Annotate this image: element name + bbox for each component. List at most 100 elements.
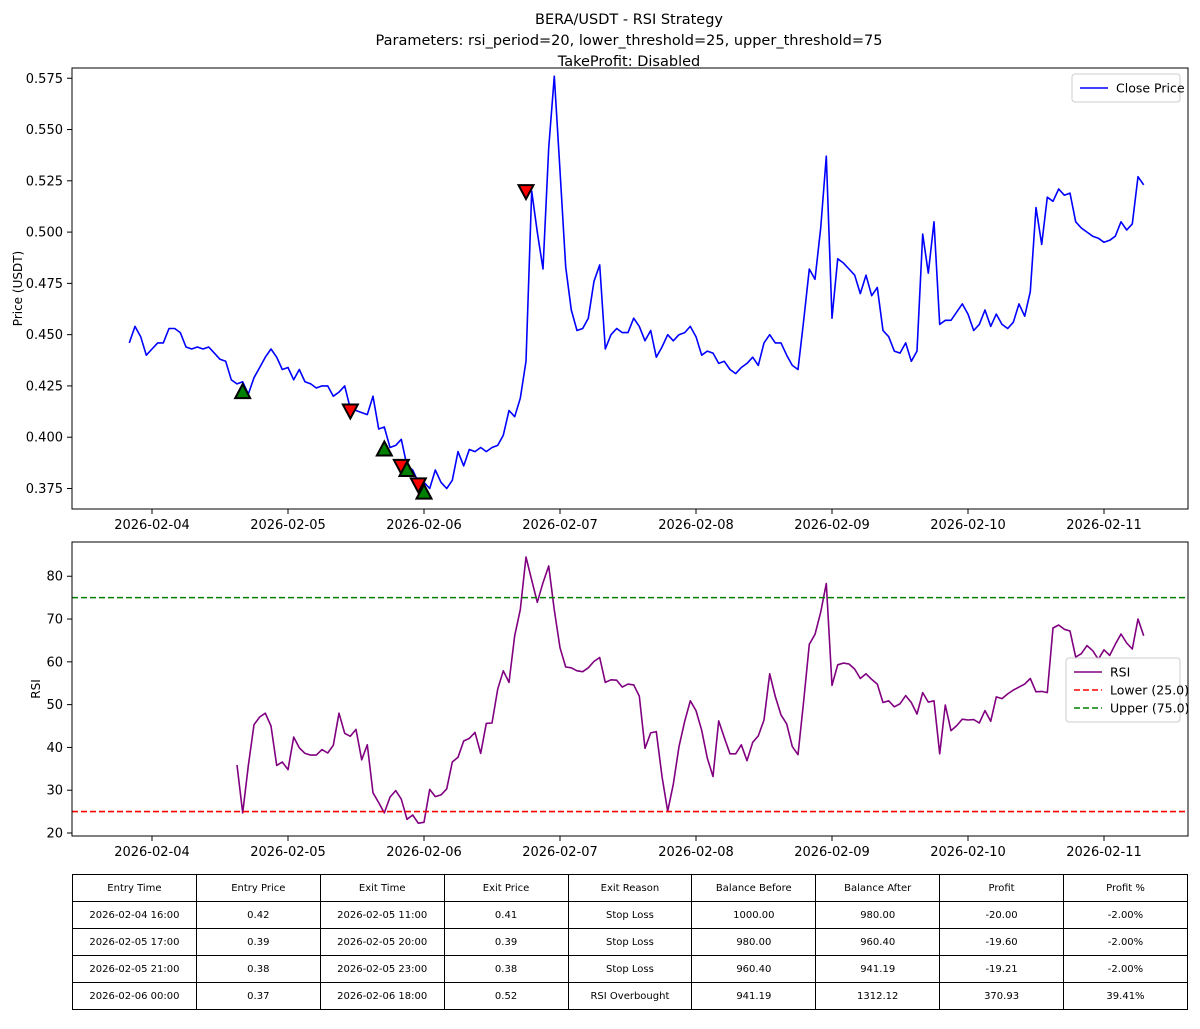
table-cell: 0.52 bbox=[443, 982, 569, 1010]
table-header-cell: Profit % bbox=[1063, 874, 1188, 902]
table-cell: Stop Loss bbox=[567, 901, 693, 929]
table-cell: 941.19 bbox=[691, 982, 817, 1010]
y-tick-label: 40 bbox=[46, 741, 63, 756]
chart-title-block: BERA/USDT - RSI Strategy Parameters: rsi… bbox=[0, 10, 1200, 73]
trades-table-header-row: Entry Time Entry Price Exit Time Exit Price… bbox=[72, 874, 1188, 902]
table-cell: 980.00 bbox=[815, 901, 941, 929]
table-header-cell: Profit bbox=[939, 874, 1064, 902]
legend-label: Upper (75.0) bbox=[1110, 701, 1189, 716]
table-header-cell: Balance After bbox=[815, 874, 941, 902]
y-tick-label: 0.400 bbox=[26, 431, 63, 446]
y-axis-label: Price (USDT) bbox=[11, 251, 25, 326]
chart-title: BERA/USDT - RSI Strategy bbox=[535, 12, 723, 28]
chart-subtitle: Parameters: rsi_period=20, lower_thresho… bbox=[375, 33, 883, 49]
x-tick-label: 2026-02-09 bbox=[794, 845, 870, 860]
table-cell: -20.00 bbox=[939, 901, 1064, 929]
trades-table-body: 2026-02-04 16:00 0.42 2026-02-05 11:00 0.41… bbox=[72, 901, 1188, 1010]
table-cell: 2026-02-05 21:00 bbox=[72, 955, 197, 983]
x-tick-label: 2026-02-08 bbox=[658, 845, 734, 860]
x-tick-label: 2026-02-07 bbox=[522, 845, 598, 860]
x-tick-label: 2026-02-06 bbox=[386, 845, 462, 860]
legend-box bbox=[1071, 73, 1181, 103]
rsi-chart: 2026-02-04 2026-02-05 2026-02-06 2026-02-07… bbox=[29, 541, 1189, 860]
table-cell: 980.00 bbox=[691, 928, 817, 956]
table-cell: 0.39 bbox=[195, 928, 321, 956]
y-tick-label: 0.375 bbox=[26, 482, 63, 497]
buy-marker bbox=[375, 439, 394, 457]
table-header-cell: Exit Reason bbox=[567, 874, 693, 902]
legend-label: Close Price bbox=[1116, 81, 1185, 96]
table-cell: RSI Overbought bbox=[567, 982, 693, 1010]
table-cell: 960.40 bbox=[815, 928, 941, 956]
x-tick-label: 2026-02-07 bbox=[522, 518, 598, 533]
x-tick-label: 2026-02-04 bbox=[114, 845, 190, 860]
y-tick-label: 0.450 bbox=[26, 328, 63, 343]
x-tick-label: 2026-02-10 bbox=[930, 845, 1006, 860]
table-header-cell: Balance Before bbox=[691, 874, 817, 902]
table-cell: Stop Loss bbox=[567, 955, 693, 983]
x-tick-label: 2026-02-11 bbox=[1066, 518, 1142, 533]
y-tick-label: 0.500 bbox=[26, 226, 63, 241]
table-cell: -19.60 bbox=[939, 928, 1064, 956]
series-line bbox=[128, 75, 1145, 490]
y-tick-label: 0.425 bbox=[26, 379, 63, 394]
x-tick-label: 2026-02-04 bbox=[114, 518, 190, 533]
y-tick-label: 60 bbox=[46, 655, 63, 670]
x-tick-label: 2026-02-05 bbox=[250, 845, 326, 860]
plot-frame bbox=[71, 541, 1189, 837]
legend-label: RSI bbox=[1110, 665, 1130, 680]
y-tick-label: 30 bbox=[46, 784, 63, 799]
series-line bbox=[236, 556, 1145, 825]
table-cell: 960.40 bbox=[691, 955, 817, 983]
sell-marker bbox=[341, 403, 360, 421]
legend-label: Lower (25.0) bbox=[1110, 683, 1189, 698]
legend-box bbox=[1065, 657, 1181, 723]
table-row: 2026-02-06 00:00 0.37 2026-02-06 18:00 0.52… bbox=[72, 982, 1188, 1010]
table-cell: 0.41 bbox=[443, 901, 569, 929]
table-cell: 941.19 bbox=[815, 955, 941, 983]
sell-marker bbox=[516, 184, 536, 202]
y-axis-label: RSI bbox=[29, 679, 43, 699]
table-cell: 0.38 bbox=[443, 955, 569, 983]
y-tick-label: 0.475 bbox=[26, 277, 63, 292]
table-header-cell: Entry Time bbox=[72, 874, 197, 902]
table-cell: 370.93 bbox=[939, 982, 1064, 1010]
table-header-cell: Entry Price bbox=[195, 874, 321, 902]
price-chart: 2026-02-04 2026-02-05 2026-02-06 2026-02-07… bbox=[11, 67, 1189, 533]
x-tick-label: 2026-02-09 bbox=[794, 518, 870, 533]
x-tick-label: 2026-02-05 bbox=[250, 518, 326, 533]
buy-marker bbox=[414, 482, 434, 500]
table-header-cell: Exit Time bbox=[319, 874, 445, 902]
chart-subtitle-takeprofit: TakeProfit: Disabled bbox=[557, 54, 701, 70]
x-tick-label: 2026-02-06 bbox=[386, 518, 462, 533]
table-cell: -2.00% bbox=[1063, 955, 1188, 983]
table-cell: 0.39 bbox=[443, 928, 569, 956]
table-cell: 2026-02-05 23:00 bbox=[319, 955, 445, 983]
buy-marker bbox=[233, 381, 252, 400]
table-cell: 2026-02-05 17:00 bbox=[72, 928, 197, 956]
table-row: 2026-02-05 21:00 0.38 2026-02-05 23:00 0.38… bbox=[72, 955, 1188, 983]
buy-marker bbox=[397, 459, 417, 478]
table-cell: Stop Loss bbox=[567, 928, 693, 956]
x-tick-label: 2026-02-10 bbox=[930, 518, 1006, 533]
table-cell: -2.00% bbox=[1063, 901, 1188, 929]
table-cell: 39.41% bbox=[1063, 982, 1188, 1010]
table-cell: 0.37 bbox=[195, 982, 321, 1010]
table-cell: 2026-02-06 18:00 bbox=[319, 982, 445, 1010]
table-cell: 2026-02-04 16:00 bbox=[72, 901, 197, 929]
y-tick-label: 50 bbox=[46, 698, 63, 713]
table-cell: 2026-02-06 00:00 bbox=[72, 982, 197, 1010]
table-cell: 1000.00 bbox=[691, 901, 817, 929]
y-tick-label: 0.575 bbox=[26, 72, 63, 87]
table-cell: -2.00% bbox=[1063, 928, 1188, 956]
y-tick-label: 0.550 bbox=[26, 123, 63, 138]
y-tick-label: 80 bbox=[46, 570, 63, 585]
y-tick-label: 0.525 bbox=[26, 174, 63, 189]
y-tick-label: 20 bbox=[46, 827, 63, 842]
table-header-cell: Exit Price bbox=[443, 874, 569, 902]
trades-table: Entry Time Entry Price Exit Time Exit Price… bbox=[72, 874, 1188, 1010]
table-cell: 2026-02-05 20:00 bbox=[319, 928, 445, 956]
plot-frame bbox=[71, 67, 1189, 510]
table-cell: -19.21 bbox=[939, 955, 1064, 983]
y-tick-label: 70 bbox=[46, 613, 63, 628]
